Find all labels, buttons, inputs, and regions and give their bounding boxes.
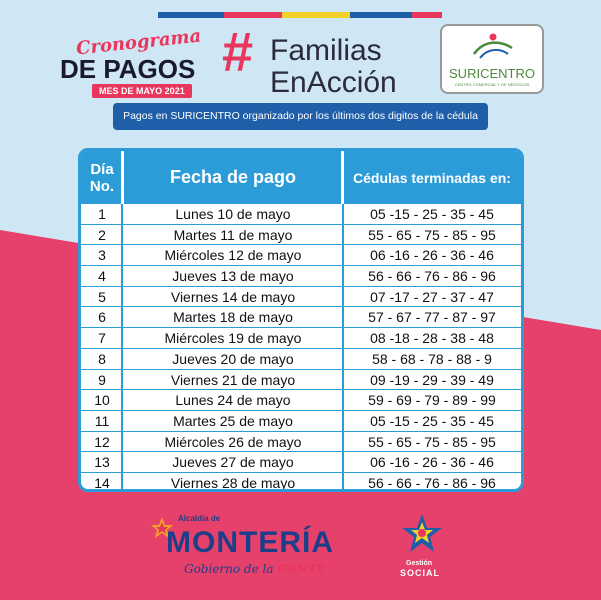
row-fecha: Miércoles 26 de mayo <box>164 433 302 450</box>
flag-stripe-icon <box>158 12 442 18</box>
row-dia: 5 <box>98 288 106 305</box>
row-fecha: Viernes 14 de mayo <box>170 288 296 305</box>
row-fecha: Martes 25 de mayo <box>173 412 293 429</box>
row-cedulas: 06 -16 - 26 - 36 - 46 <box>370 454 494 471</box>
gobierno-tagline: Gobierno de la GENTE <box>184 562 326 576</box>
table-row: 6 Martes 18 de mayo 57 - 67 - 77 - 87 - 97 <box>81 307 521 329</box>
row-dia: 3 <box>98 247 106 264</box>
header-separator <box>341 151 344 204</box>
table-row: 12 Miércoles 26 de mayo 55 - 65 - 75 - 85 … <box>81 432 521 453</box>
alcaldia-text: Alcaldía de <box>178 514 221 523</box>
gente-text: GENTE <box>277 562 326 576</box>
familias-en-accion-logo: # Familias EnAcción <box>220 22 420 102</box>
row-fecha: Miércoles 12 de mayo <box>164 247 302 264</box>
row-dia: 8 <box>98 350 106 367</box>
monteria-star-icon <box>151 517 173 538</box>
row-dia: 1 <box>98 206 106 222</box>
table-row: 3 Miércoles 12 de mayo 06 -16 - 26 - 36 - … <box>81 245 521 267</box>
table-header: Día No. Fecha de pago Cédulas terminadas… <box>81 151 521 204</box>
familias-text: Familias <box>270 34 382 67</box>
row-dia: 12 <box>94 433 110 450</box>
table-row: 11 Martes 25 de mayo 05 -15 - 25 - 35 - 45 <box>81 411 521 432</box>
row-cedulas: 05 -15 - 25 - 35 - 45 <box>370 412 494 429</box>
row-cedulas: 09 -19 - 29 - 39 - 49 <box>370 371 494 388</box>
row-dia: 11 <box>94 412 110 429</box>
header-fecha: Fecha de pago <box>169 167 297 187</box>
row-dia: 9 <box>98 371 106 388</box>
header-dia: Día No. <box>89 160 115 195</box>
row-fecha: Jueves 13 de mayo <box>172 268 294 285</box>
suricentro-subtitle: CENTRO COMERCIAL Y DE NEGOCIOS <box>454 82 530 87</box>
table-body: 1 Lunes 10 de mayo 05 -15 - 25 - 35 - 45 2 M… <box>81 204 521 491</box>
row-cedulas: 59 - 69 - 79 - 89 - 99 <box>368 392 496 409</box>
row-dia: 2 <box>98 226 106 243</box>
table-row: 13 Jueves 27 de mayo 06 -16 - 26 - 36 - 46 <box>81 452 521 473</box>
header-separator <box>121 151 124 204</box>
cronograma-month: MES DE MAYO 2021 <box>92 84 192 98</box>
suricentro-logo-icon <box>472 33 513 59</box>
row-cedulas: 56 - 66 - 76 - 86 - 96 <box>368 474 496 491</box>
monteria-logo: Alcaldía de MONTERÍA Gobierno de la GENT… <box>150 512 360 582</box>
row-fecha: Lunes 24 de mayo <box>175 392 291 409</box>
column-divider <box>121 204 123 489</box>
row-dia: 13 <box>94 454 110 471</box>
row-cedulas: 58 - 68 - 78 - 88 - 9 <box>372 350 492 367</box>
row-dia: 6 <box>98 309 106 326</box>
info-banner: Pagos en SURICENTRO organizado por los ú… <box>113 103 488 130</box>
table-row: 10 Lunes 24 de mayo 59 - 69 - 79 - 89 - 99 <box>81 390 521 411</box>
row-dia: 4 <box>98 268 106 285</box>
monteria-text: MONTERÍA <box>166 526 334 559</box>
table-row: 4 Jueves 13 de mayo 56 - 66 - 76 - 86 - 96 <box>81 266 521 287</box>
table-row: 1 Lunes 10 de mayo 05 -15 - 25 - 35 - 45 <box>81 204 521 225</box>
row-dia: 14 <box>94 474 110 491</box>
table-row: 7 Miércoles 19 de mayo 08 -18 - 28 - 38 - … <box>81 328 521 349</box>
cronograma-logo: Cronograma DE PAGOS MES DE MAYO 2021 <box>48 26 202 98</box>
row-cedulas: 55 - 65 - 75 - 85 - 95 <box>368 433 496 450</box>
row-cedulas: 57 - 67 - 77 - 87 - 97 <box>368 309 496 326</box>
gestion-social-logo: Gestión SOCIAL <box>392 510 452 580</box>
row-fecha: Jueves 20 de mayo <box>172 350 294 367</box>
hash-icon: # <box>222 20 254 83</box>
row-fecha: Miércoles 19 de mayo <box>164 330 302 347</box>
header-cedulas: Cédulas terminadas en: <box>353 169 511 186</box>
en-accion-text: EnAcción <box>270 66 397 99</box>
row-cedulas: 07 -17 - 27 - 37 - 47 <box>370 288 494 305</box>
row-fecha: Viernes 28 de mayo <box>170 474 296 491</box>
row-cedulas: 06 -16 - 26 - 36 - 46 <box>370 247 494 264</box>
table-row: 9 Viernes 21 de mayo 09 -19 - 29 - 39 - 49 <box>81 370 521 391</box>
row-fecha: Martes 11 de mayo <box>173 226 293 243</box>
payment-schedule-table: Día No. Fecha de pago Cédulas terminadas… <box>78 148 524 492</box>
row-cedulas: 56 - 66 - 76 - 86 - 96 <box>368 268 496 285</box>
suricentro-logo: SURICENTRO CENTRO COMERCIAL Y DE NEGOCIO… <box>440 24 544 94</box>
gestion-text: Gestión <box>406 560 433 567</box>
row-cedulas: 08 -18 - 28 - 38 - 48 <box>370 330 494 347</box>
social-text: SOCIAL <box>400 568 441 578</box>
row-fecha: Jueves 27 de mayo <box>172 454 294 471</box>
suricentro-name: SURICENTRO <box>449 66 535 81</box>
table-row: 5 Viernes 14 de mayo 07 -17 - 27 - 37 - 47 <box>81 287 521 308</box>
table-row: 2 Martes 11 de mayo 55 - 65 - 75 - 85 - 95 <box>81 225 521 246</box>
cronograma-title: DE PAGOS <box>60 54 196 84</box>
row-fecha: Martes 18 de mayo <box>173 309 293 326</box>
gestion-social-star-icon <box>402 514 442 552</box>
gobierno-text: Gobierno de la <box>184 562 274 576</box>
row-dia: 10 <box>94 392 110 409</box>
column-divider <box>342 204 344 489</box>
table-row: 14 Viernes 28 de mayo 56 - 66 - 76 - 86 - … <box>81 473 521 491</box>
row-cedulas: 05 -15 - 25 - 35 - 45 <box>370 206 494 222</box>
table-row: 8 Jueves 20 de mayo 58 - 68 - 78 - 88 - 9 <box>81 349 521 370</box>
row-fecha: Viernes 21 de mayo <box>170 371 296 388</box>
row-cedulas: 55 - 65 - 75 - 85 - 95 <box>368 226 496 243</box>
row-fecha: Lunes 10 de mayo <box>175 206 291 222</box>
row-dia: 7 <box>98 330 106 347</box>
